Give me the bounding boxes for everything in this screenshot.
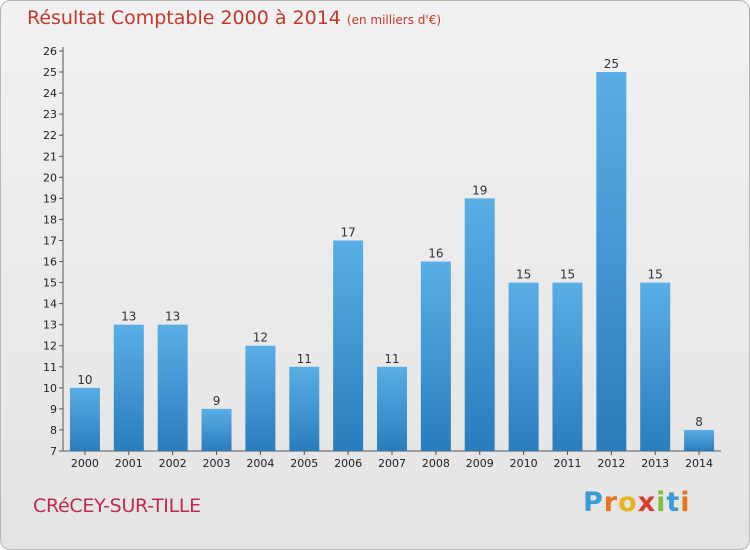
x-tick-label: 2003 (203, 457, 231, 470)
bar-value-label: 8 (695, 415, 703, 429)
y-tick-label: 26 (43, 45, 57, 58)
y-tick-label: 21 (43, 150, 57, 163)
y-tick-label: 7 (50, 445, 57, 458)
x-tick-label: 2009 (466, 457, 494, 470)
bar-value-label: 13 (121, 310, 136, 324)
bar (420, 261, 451, 451)
y-tick-label: 24 (43, 87, 57, 100)
bar-value-label: 19 (472, 183, 487, 197)
bar (289, 366, 320, 451)
logo-letter: i (680, 487, 691, 518)
bar (245, 345, 276, 451)
bar-value-label: 11 (297, 352, 312, 366)
logo-letter: o (618, 487, 638, 518)
bar (201, 408, 232, 451)
bar-value-label: 9 (213, 394, 221, 408)
bar (333, 240, 364, 451)
y-tick-label: 17 (43, 234, 57, 247)
bar-value-label: 16 (428, 247, 443, 261)
bar (508, 282, 539, 451)
x-tick-label: 2000 (71, 457, 99, 470)
logo-letter: t (666, 487, 681, 518)
bar-value-label: 13 (165, 310, 180, 324)
y-tick-label: 20 (43, 171, 57, 184)
bar (552, 282, 583, 451)
x-tick-label: 2001 (115, 457, 143, 470)
logo-letter: r (603, 487, 619, 518)
logo-letter: x (637, 487, 657, 518)
bar-value-label: 12 (253, 331, 268, 345)
y-tick-label: 8 (50, 424, 57, 437)
y-tick-label: 23 (43, 108, 57, 121)
x-tick-label: 2006 (334, 457, 362, 470)
x-tick-label: 2013 (641, 457, 669, 470)
logo-letter: P (583, 487, 604, 518)
x-tick-label: 2010 (510, 457, 538, 470)
y-tick-label: 18 (43, 213, 57, 226)
x-tick-label: 2014 (685, 457, 713, 470)
y-tick-label: 10 (43, 382, 57, 395)
bar (684, 429, 715, 451)
x-tick-label: 2007 (378, 457, 406, 470)
bar (377, 366, 407, 451)
y-tick-label: 19 (43, 192, 57, 205)
y-tick-label: 9 (50, 403, 57, 416)
y-tick-label: 22 (43, 129, 57, 142)
bar (640, 282, 671, 451)
logo-letter: i (656, 487, 667, 518)
y-tick-label: 11 (43, 361, 57, 374)
y-tick-label: 25 (43, 66, 57, 79)
bar-value-label: 25 (604, 57, 619, 71)
bar-value-label: 15 (648, 268, 663, 282)
y-tick-label: 14 (43, 298, 57, 311)
x-tick-label: 2002 (159, 457, 187, 470)
bar (596, 72, 627, 451)
x-tick-label: 2005 (290, 457, 318, 470)
bar-value-label: 15 (560, 268, 575, 282)
x-tick-label: 2011 (553, 457, 581, 470)
x-tick-label: 2012 (597, 457, 625, 470)
bar (113, 324, 144, 451)
chart-title-text: Résultat Comptable 2000 à 2014 (27, 7, 341, 29)
chart-unit: (en milliers d'€) (346, 13, 442, 27)
x-tick-label: 2004 (246, 457, 274, 470)
bar-value-label: 15 (516, 268, 531, 282)
bar (464, 198, 495, 451)
bar-value-label: 10 (77, 373, 92, 387)
y-tick-label: 13 (43, 319, 57, 332)
bar (157, 324, 188, 451)
y-tick-label: 15 (43, 277, 57, 290)
proxiti-logo: Proxiti (583, 487, 691, 518)
bar-value-label: 11 (384, 352, 399, 366)
y-tick-label: 12 (43, 340, 57, 353)
bar (69, 387, 100, 451)
y-tick-label: 16 (43, 256, 57, 269)
x-tick-label: 2008 (422, 457, 450, 470)
town-name: CRéCEY-SUR-TILLE (33, 495, 201, 517)
bar-value-label: 17 (340, 225, 355, 239)
chart-title: Résultat Comptable 2000 à 2014 (en millie… (27, 7, 441, 29)
